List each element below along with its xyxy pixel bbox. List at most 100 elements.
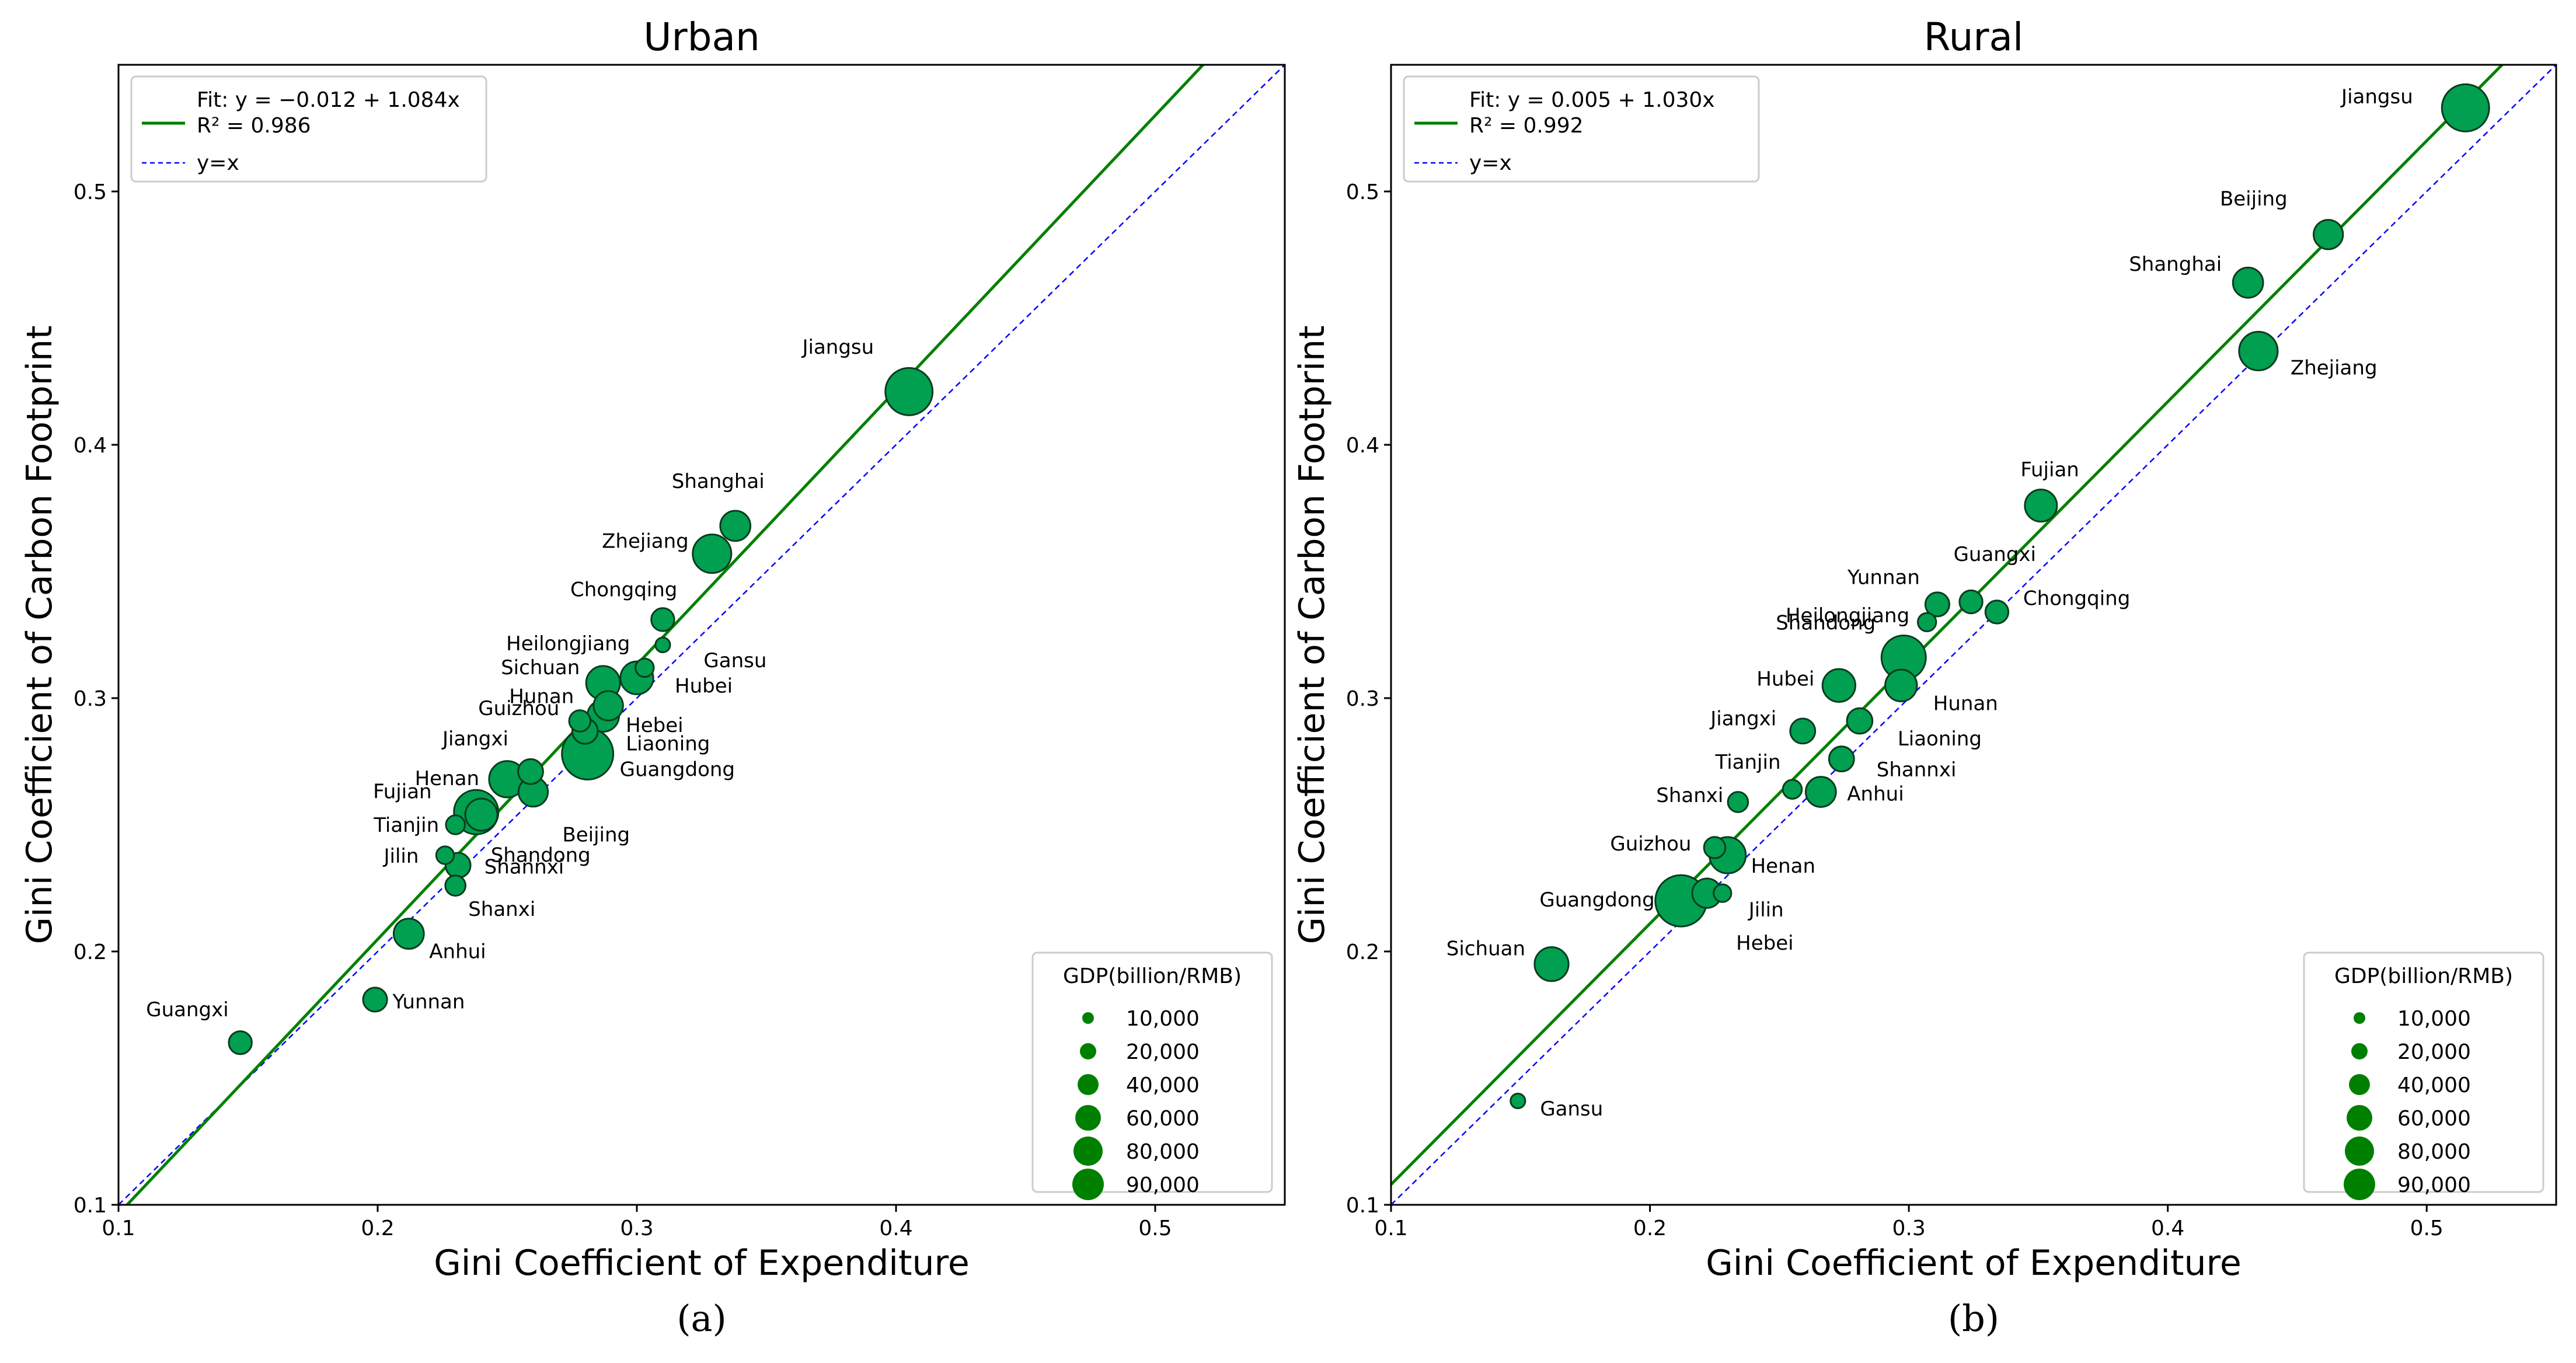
point-chongqing <box>1984 599 2010 625</box>
x-tick-label: 0.2 <box>361 1216 394 1240</box>
urban-panel: Jiangsu Shanghai Zhejiang Chongqing Gansu Hei… <box>19 15 1286 1340</box>
label-beijing: Beijing <box>2220 187 2288 211</box>
y-tick-label: 0.5 <box>1346 180 1379 204</box>
size-legend-label: 20,000 <box>2397 1040 2471 1064</box>
y-tick-label: 0.4 <box>1346 434 1379 458</box>
label-hebei: Hebei <box>626 714 683 737</box>
y-tick-label: 0.1 <box>1346 1194 1379 1218</box>
identity-legend-label: y=x <box>1469 151 1512 175</box>
size-legend-label: 40,000 <box>2397 1073 2471 1097</box>
size-legend-label: 20,000 <box>1126 1040 1200 1064</box>
rural-panel: Jiangsu Beijing Shanghai Zhejiang Fujian Guan… <box>1292 15 2557 1340</box>
size-legend-label: 10,000 <box>2397 1007 2471 1031</box>
size-legend-label: 60,000 <box>1126 1107 1200 1131</box>
size-legend-marker <box>1073 1137 1103 1166</box>
size-legend-marker <box>2347 1105 2372 1131</box>
size-legend-marker <box>2345 1137 2374 1166</box>
point-shanghai <box>719 510 752 542</box>
point-anhui <box>392 918 425 950</box>
size-legend-marker <box>1080 1043 1096 1059</box>
label-zhejiang: Zhejiang <box>602 530 689 553</box>
point-hebei <box>592 690 624 721</box>
point-yunnan <box>362 986 388 1013</box>
label-liaoning: Liaoning <box>1898 727 1982 751</box>
size-legend-label: 60,000 <box>2397 1107 2471 1131</box>
point-hunan <box>1884 668 1918 702</box>
label-chongqing: Chongqing <box>2023 587 2130 610</box>
fit-line <box>125 65 1205 1205</box>
label-shanxi: Shanxi <box>468 898 535 921</box>
label-beijing: Beijing <box>562 824 630 847</box>
identity-line <box>118 65 1285 1205</box>
label-guizhou: Guizhou <box>1610 832 1691 856</box>
x-tick-label: 0.4 <box>2151 1216 2184 1240</box>
point-yunnan <box>1924 591 1950 618</box>
label-tianjin: Tianjin <box>1715 751 1781 774</box>
label-heilongjiang: Heilongjiang <box>1786 604 1909 628</box>
size-legend: GDP(billion/RMB) 10,000 20,000 40,000 60,000… <box>2303 951 2544 1200</box>
label-sichuan: Sichuan <box>1446 937 1525 961</box>
size-legend-marker <box>2344 1169 2375 1200</box>
data-points <box>1510 83 2490 1110</box>
fit-legend-box <box>1403 75 1760 183</box>
point-tianjin <box>1782 779 1803 800</box>
y-tick-label: 0.1 <box>74 1194 107 1218</box>
point-jilin <box>1713 883 1733 903</box>
y-tick-label: 0.3 <box>74 687 107 711</box>
label-jiangxi: Jiangxi <box>441 727 508 751</box>
y-axis-label: Gini Coefficient of Carbon Footprint <box>19 325 60 944</box>
point-anhui <box>1804 776 1837 808</box>
identity-legend-label: y=x <box>197 151 239 175</box>
panel-label: (b) <box>1948 1297 1999 1340</box>
point-jiangxi <box>517 758 544 785</box>
y-tick-label: 0.3 <box>1346 687 1379 711</box>
fit-legend-r2: R² = 0.992 <box>1469 114 1584 138</box>
label-shanxi: Shanxi <box>1656 784 1723 807</box>
y-tick-label: 0.2 <box>74 940 107 964</box>
label-jilin: Jilin <box>383 845 419 868</box>
point-shanghai <box>2232 266 2264 299</box>
point-zhejiang <box>692 534 733 574</box>
label-guizhou: Guizhou <box>478 697 559 720</box>
label-fujian: Fujian <box>2020 458 2079 482</box>
label-jilin: Jilin <box>1748 898 1784 922</box>
label-yunnan: Yunnan <box>392 990 465 1013</box>
point-labels: Jiangsu Shanghai Zhejiang Chongqing Gansu Hei… <box>146 336 874 1022</box>
label-henan: Henan <box>1751 855 1815 878</box>
point-labels: Jiangsu Beijing Shanghai Zhejiang Fujian Guan… <box>1446 85 2413 1121</box>
size-legend-marker <box>2349 1074 2370 1095</box>
point-shannxi <box>1828 745 1855 773</box>
x-tick-label: 0.2 <box>1633 1216 1667 1240</box>
chart-title: Urban <box>643 15 760 60</box>
label-sichuan: Sichuan <box>501 656 580 679</box>
label-guangdong: Guangdong <box>1539 888 1654 912</box>
point-gansu <box>1510 1092 1526 1110</box>
axes-frame <box>1390 64 2557 1206</box>
size-legend-label: 40,000 <box>1126 1073 1200 1097</box>
point-jilin <box>435 845 455 865</box>
label-gansu: Gansu <box>1540 1097 1603 1121</box>
label-guangxi: Guangxi <box>1954 543 2036 566</box>
y-tick-label: 0.4 <box>74 434 107 458</box>
x-axis-label: Gini Coefficient of Expenditure <box>1706 1243 2242 1284</box>
point-fujian <box>464 797 499 832</box>
point-jiangsu <box>2441 83 2490 133</box>
size-legend: GDP(billion/RMB) 10,000 20,000 40,000 60,000… <box>1031 951 1273 1200</box>
point-tianjin <box>445 814 466 835</box>
label-hebei: Hebei <box>1736 932 1793 955</box>
size-legend-label: 10,000 <box>1126 1007 1200 1031</box>
y-tick-label: 0.2 <box>1346 940 1379 964</box>
x-tick-label: 0.3 <box>1892 1216 1925 1240</box>
label-anhui: Anhui <box>429 940 486 964</box>
x-tick-label: 0.3 <box>620 1216 653 1240</box>
point-fujian <box>2024 489 2058 523</box>
size-legend-marker <box>1072 1169 1104 1200</box>
point-gansu <box>654 636 671 653</box>
label-hubei: Hubei <box>675 674 733 698</box>
fit-legend-r2: R² = 0.986 <box>197 114 311 138</box>
label-shannxi: Shannxi <box>484 855 564 879</box>
point-zhejiang <box>2238 330 2279 371</box>
label-hunan: Hunan <box>509 685 574 708</box>
